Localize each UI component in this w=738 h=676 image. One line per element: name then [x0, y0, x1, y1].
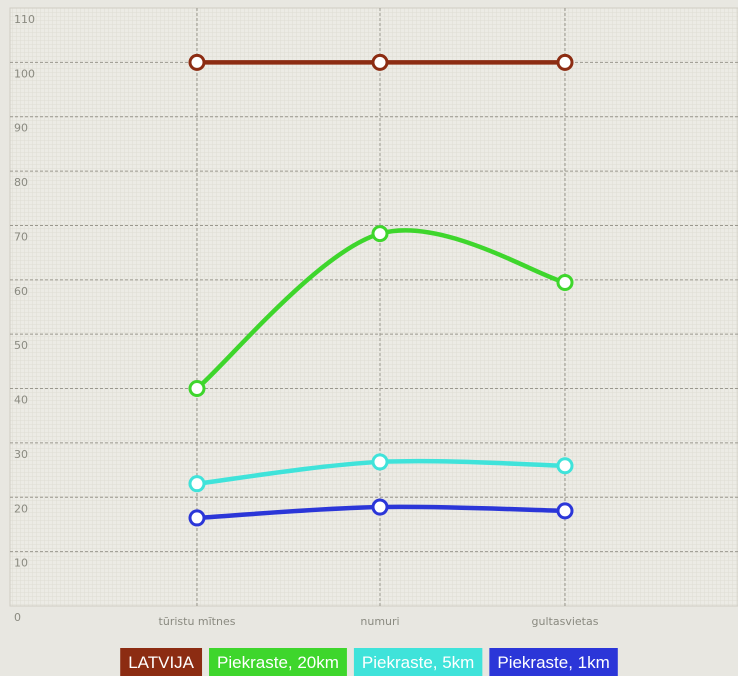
legend-swatch — [120, 648, 203, 676]
data-point — [556, 53, 574, 71]
y-tick-label: 50 — [14, 339, 28, 352]
data-point — [556, 502, 574, 520]
y-tick-label: 110 — [14, 13, 35, 26]
x-tick-label: gultasvietas — [532, 615, 599, 628]
y-tick-label: 30 — [14, 448, 28, 461]
y-tick-label: 0 — [14, 611, 21, 624]
data-point — [188, 53, 206, 71]
data-point — [188, 380, 206, 398]
plot-area — [9, 7, 738, 607]
legend-item: Piekraste, 20km — [209, 648, 347, 676]
legend-item: Piekraste, 5km — [353, 648, 483, 676]
y-tick-label: 100 — [14, 67, 35, 80]
legend-item: LATVIJA — [120, 648, 203, 676]
y-tick-label: 40 — [14, 394, 28, 407]
data-point — [188, 475, 206, 493]
legend-swatch — [353, 648, 483, 676]
x-tick-label: tūristu mītnes — [159, 615, 236, 628]
y-tick-label: 90 — [14, 122, 28, 135]
data-point — [188, 509, 206, 527]
y-tick-label: 60 — [14, 285, 28, 298]
legend-label: Piekraste, 1km — [497, 653, 609, 672]
data-point — [371, 498, 389, 516]
legend-swatch — [209, 648, 347, 676]
y-tick-label: 20 — [14, 502, 28, 515]
x-tick-label: numuri — [360, 615, 399, 628]
data-point — [556, 274, 574, 292]
data-point — [556, 457, 574, 475]
data-point — [371, 53, 389, 71]
data-point — [371, 225, 389, 243]
y-tick-label: 70 — [14, 230, 28, 243]
legend-label: LATVIJA — [128, 653, 194, 672]
y-tick-label: 10 — [14, 557, 28, 570]
legend-item: Piekraste, 1km — [489, 648, 618, 676]
legend-label: Piekraste, 20km — [217, 653, 339, 672]
legend-swatch — [489, 648, 618, 676]
legend-label: Piekraste, 5km — [362, 653, 474, 672]
y-tick-label: 80 — [14, 176, 28, 189]
data-point — [371, 453, 389, 471]
